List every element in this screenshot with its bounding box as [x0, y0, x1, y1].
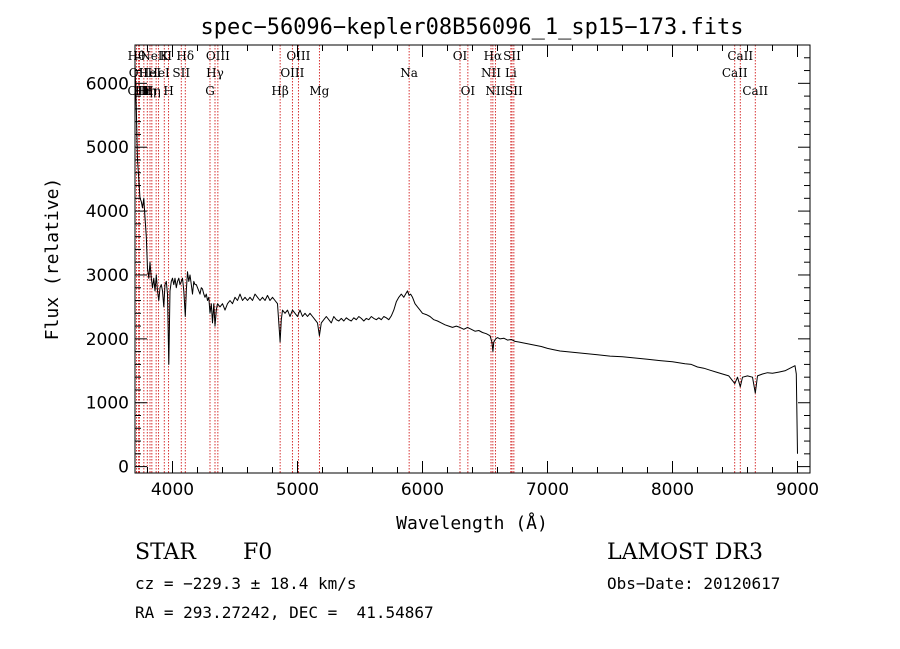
line-marker-label: Hθ	[128, 49, 146, 63]
line-marker-label: OIII	[286, 49, 310, 63]
line-marker-label: SII	[172, 66, 190, 80]
line-marker-label: Hγ	[206, 66, 224, 80]
sky-coordinates: RA = 293.27242, DEC = 41.54867	[135, 603, 434, 622]
line-marker-label: Hη	[135, 84, 153, 98]
line-marker-label: CaII	[722, 66, 748, 80]
line-marker-label: OI	[461, 84, 476, 98]
line-marker-label: OII	[129, 66, 149, 80]
x-tick-label: 5000	[276, 480, 319, 500]
y-tick-label: 0	[118, 458, 129, 478]
y-axis-title: Flux (relative)	[42, 178, 63, 341]
line-marker-label: HeI	[139, 66, 162, 80]
line-marker-label: Li	[505, 66, 517, 80]
line-marker-label: CaII	[727, 49, 753, 63]
line-marker-label: Mg	[309, 84, 329, 98]
line-marker-layer	[136, 45, 756, 473]
axis-layer: 4000 5000 6000 7000 8000 9000 0 1000 2000 3000 400…	[86, 45, 819, 500]
line-marker-label: NII	[485, 84, 505, 98]
line-marker-label: CaII	[742, 84, 768, 98]
line-marker-label: G	[205, 84, 215, 98]
line-marker-label: NeIII	[140, 49, 172, 63]
line-marker-label: Na	[400, 66, 418, 80]
line-marker-label: SII	[503, 49, 521, 63]
line-marker-label: Hδ	[176, 49, 194, 63]
y-tick-label: 3000	[86, 266, 129, 286]
object-class: STAR	[135, 540, 196, 565]
line-marker-label: OIII	[127, 84, 151, 98]
series-layer	[134, 64, 798, 454]
line-label-layer: HθOIIOIIIHηHηHeIHηNeIIIHeIKHSIIHδGHγOIII…	[127, 49, 768, 98]
y-tick-label: 4000	[86, 202, 129, 222]
y-tick-label: 1000	[86, 394, 129, 414]
line-marker-label: Hβ	[271, 84, 288, 98]
flux-series-line	[134, 64, 798, 454]
line-marker-label: HeI	[147, 66, 170, 80]
y-tick-label: 2000	[86, 330, 129, 350]
spectral-subclass: F0	[243, 540, 273, 565]
line-marker-label: Hη	[138, 84, 156, 98]
line-marker-label: OI	[453, 49, 468, 63]
line-marker-label: H	[163, 84, 173, 98]
x-tick-label: 6000	[401, 480, 444, 500]
line-marker-label: OIII	[280, 66, 304, 80]
survey-name: LAMOST DR3	[607, 540, 763, 565]
observation-date: Obs−Date: 20120617	[607, 574, 781, 593]
line-marker-label: K	[160, 49, 170, 63]
line-marker-label: NII	[481, 66, 501, 80]
line-marker-label: Hη	[143, 84, 161, 98]
redshift-value: cz = −229.3 ± 18.4 km/s	[135, 574, 357, 593]
y-tick-label: 6000	[86, 74, 129, 94]
line-marker-label: OIII	[206, 49, 230, 63]
line-marker-label: SII	[505, 84, 523, 98]
line-marker-label: Hα	[484, 49, 503, 63]
chart-title: spec−56096−kepler08B56096_1_sp15−173.fit…	[200, 15, 743, 40]
x-tick-label: 7000	[526, 480, 569, 500]
plot-frame	[134, 44, 811, 474]
x-axis-title: Wavelength (Å)	[396, 512, 548, 534]
x-tick-label: 4000	[151, 480, 194, 500]
x-tick-label: 9000	[776, 480, 819, 500]
y-tick-label: 5000	[86, 138, 129, 158]
x-tick-label: 8000	[651, 480, 694, 500]
